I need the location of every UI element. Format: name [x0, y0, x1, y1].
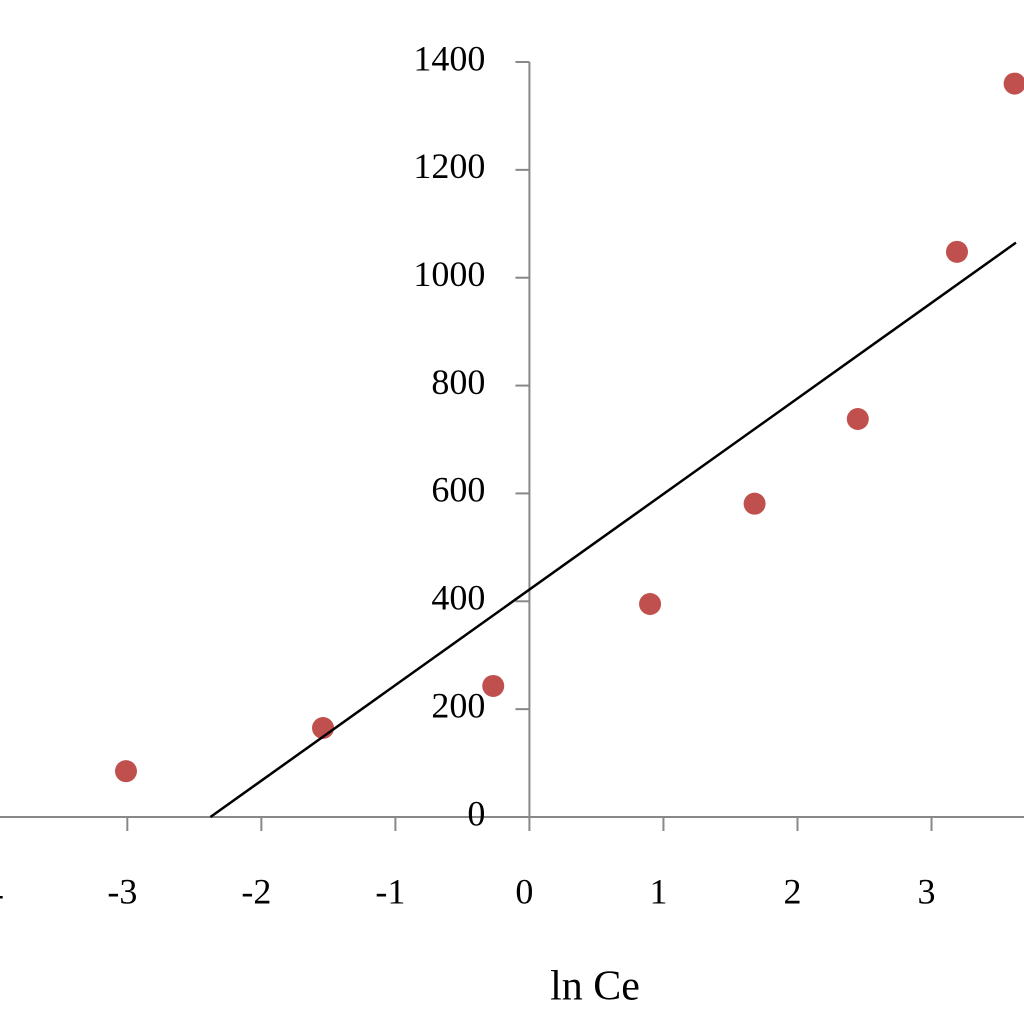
data-point [639, 592, 662, 615]
y-tick-label: 1400 [413, 38, 485, 78]
y-tick-label: 0 [467, 793, 485, 833]
y-tick-label: 1000 [413, 254, 485, 294]
y-tick-label: 600 [431, 470, 485, 510]
x-axis-label: ln Ce [550, 964, 640, 1010]
x-tick-label: -1 [375, 871, 405, 911]
y-tick-label: 200 [431, 685, 485, 725]
x-tick-label: -4 [0, 871, 3, 911]
x-tick-label: 0 [515, 871, 533, 911]
data-point [743, 492, 766, 515]
data-point [945, 240, 968, 263]
x-tick-label: -2 [241, 871, 271, 911]
data-point [114, 760, 137, 783]
y-tick-label: 1200 [413, 146, 485, 186]
data-point [846, 408, 869, 431]
x-tick-label: 3 [918, 871, 936, 911]
data-point [1003, 72, 1024, 95]
trend-line [209, 241, 1017, 819]
x-tick-label: 1 [649, 871, 667, 911]
x-tick-label: -3 [107, 871, 137, 911]
y-tick-label: 800 [431, 362, 485, 402]
y-tick-label: 400 [431, 578, 485, 618]
data-point [482, 674, 505, 697]
x-tick-label: 2 [783, 871, 801, 911]
